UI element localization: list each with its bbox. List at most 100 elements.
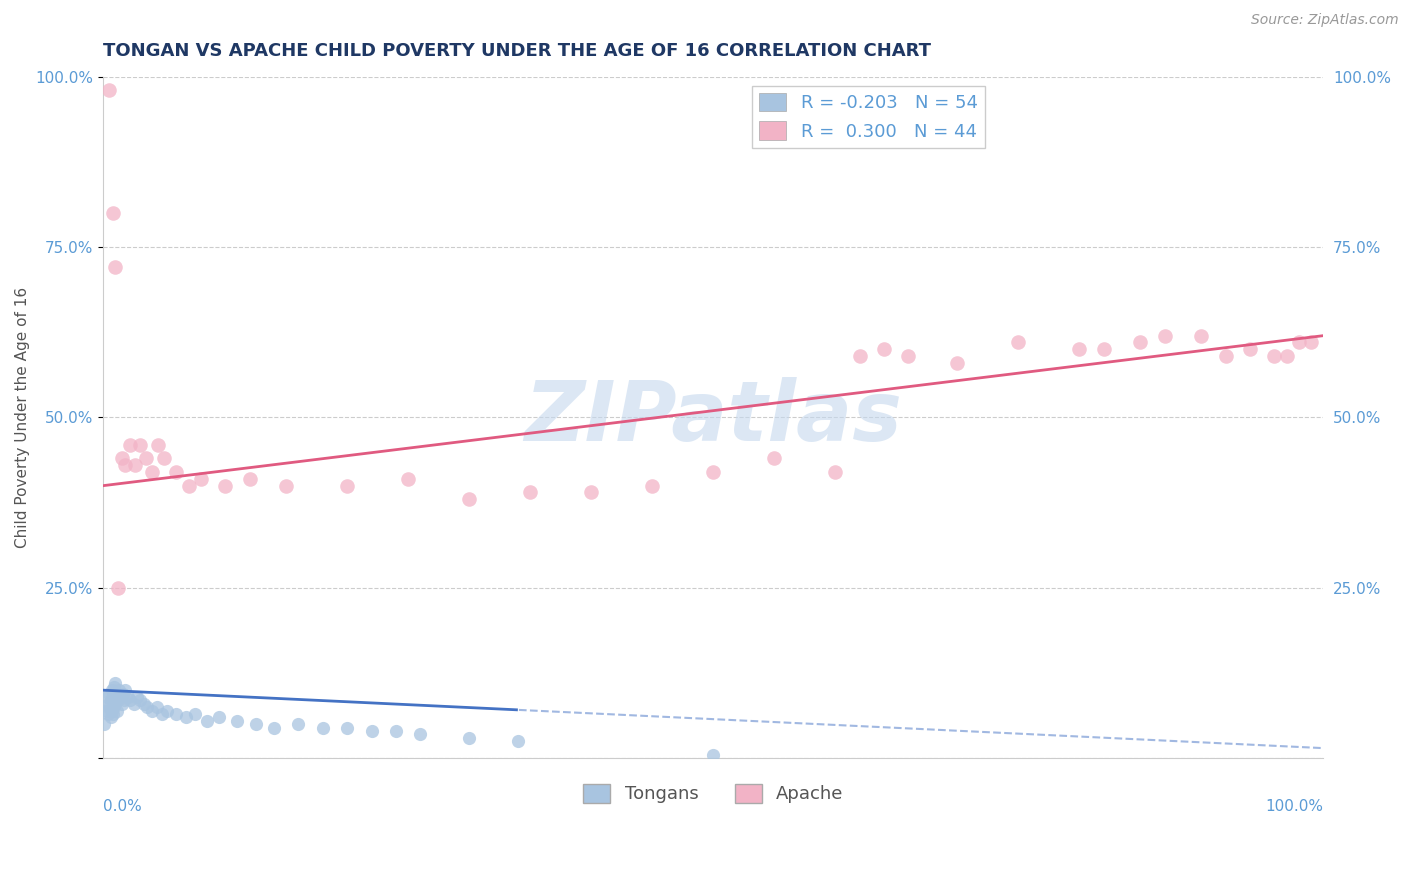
Point <box>1069 343 1091 357</box>
Point <box>150 706 173 721</box>
Point <box>105 687 128 701</box>
Point <box>107 581 129 595</box>
Point <box>1239 343 1261 357</box>
Point <box>101 206 124 220</box>
Point <box>946 356 969 370</box>
Point <box>184 706 207 721</box>
Point <box>385 724 408 739</box>
Point <box>506 734 529 748</box>
Point <box>128 693 150 707</box>
Point <box>104 697 127 711</box>
Point <box>117 690 139 704</box>
Point <box>94 704 117 718</box>
Point <box>458 731 481 745</box>
Point <box>110 451 132 466</box>
Point <box>287 717 309 731</box>
Point <box>1275 349 1298 363</box>
Point <box>128 438 150 452</box>
Point <box>214 478 236 492</box>
Point <box>135 451 157 466</box>
Legend: Tongans, Apache: Tongans, Apache <box>576 777 851 811</box>
Point <box>396 472 419 486</box>
Point <box>153 451 176 466</box>
Point <box>276 478 298 492</box>
Point <box>97 706 120 721</box>
Point <box>148 438 170 452</box>
Point <box>120 438 142 452</box>
Point <box>101 706 124 721</box>
Point <box>104 260 127 275</box>
Point <box>1007 335 1029 350</box>
Point <box>156 704 179 718</box>
Point <box>1299 335 1322 350</box>
Point <box>824 465 846 479</box>
Text: TONGAN VS APACHE CHILD POVERTY UNDER THE AGE OF 16 CORRELATION CHART: TONGAN VS APACHE CHILD POVERTY UNDER THE… <box>103 42 931 60</box>
Point <box>141 465 163 479</box>
Text: 0.0%: 0.0% <box>103 799 142 814</box>
Point <box>641 478 664 492</box>
Point <box>360 724 382 739</box>
Text: Source: ZipAtlas.com: Source: ZipAtlas.com <box>1251 13 1399 28</box>
Point <box>122 697 145 711</box>
Point <box>97 697 120 711</box>
Point <box>114 683 136 698</box>
Point <box>1263 349 1285 363</box>
Point <box>174 710 197 724</box>
Point <box>702 465 724 479</box>
Point <box>98 83 121 97</box>
Point <box>98 687 121 701</box>
Point <box>263 721 285 735</box>
Point <box>103 700 125 714</box>
Point <box>110 690 132 704</box>
Point <box>336 721 359 735</box>
Point <box>136 700 159 714</box>
Point <box>702 747 724 762</box>
Point <box>245 717 267 731</box>
Point <box>312 721 335 735</box>
Point <box>897 349 920 363</box>
Point <box>103 680 125 694</box>
Point <box>166 465 188 479</box>
Text: ZIPatlas: ZIPatlas <box>524 377 903 458</box>
Point <box>141 704 163 718</box>
Point <box>166 706 188 721</box>
Point <box>226 714 249 728</box>
Point <box>127 690 149 704</box>
Point <box>98 700 121 714</box>
Point <box>132 697 155 711</box>
Point <box>239 472 262 486</box>
Point <box>336 478 359 492</box>
Point <box>108 683 131 698</box>
Y-axis label: Child Poverty Under the Age of 16: Child Poverty Under the Age of 16 <box>15 287 30 548</box>
Point <box>146 700 169 714</box>
Point <box>873 343 896 357</box>
Point <box>96 690 118 704</box>
Point <box>208 710 231 724</box>
Point <box>1215 349 1237 363</box>
Text: 100.0%: 100.0% <box>1265 799 1323 814</box>
Point <box>110 697 132 711</box>
Point <box>93 717 115 731</box>
Point <box>100 693 122 707</box>
Point <box>458 492 481 507</box>
Point <box>111 687 134 701</box>
Point <box>177 478 200 492</box>
Point <box>763 451 786 466</box>
Point <box>101 683 124 698</box>
Point <box>519 485 541 500</box>
Point <box>101 704 124 718</box>
Point <box>120 693 142 707</box>
Point <box>112 693 135 707</box>
Point <box>848 349 870 363</box>
Point <box>190 472 212 486</box>
Point <box>1189 328 1212 343</box>
Point <box>409 727 432 741</box>
Point <box>105 704 128 718</box>
Point <box>101 690 124 704</box>
Point <box>114 458 136 473</box>
Point <box>1153 328 1175 343</box>
Point <box>107 693 129 707</box>
Point <box>104 676 127 690</box>
Point <box>100 710 122 724</box>
Point <box>1092 343 1115 357</box>
